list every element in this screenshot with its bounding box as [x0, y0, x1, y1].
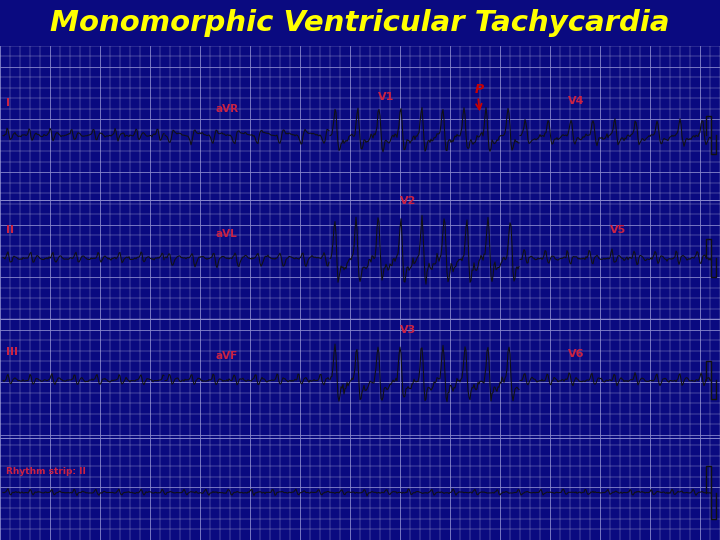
Text: II: II	[6, 225, 14, 235]
Text: V5: V5	[610, 225, 626, 235]
Text: V3: V3	[400, 325, 416, 335]
Text: aVR: aVR	[215, 104, 238, 114]
Text: aVF: aVF	[215, 351, 238, 361]
Text: I: I	[6, 98, 10, 108]
Text: V1: V1	[378, 91, 395, 102]
Text: V2: V2	[400, 195, 416, 206]
Text: III: III	[6, 347, 18, 357]
Text: Monomorphic Ventricular Tachycardia: Monomorphic Ventricular Tachycardia	[50, 9, 670, 37]
Text: Rhythm strip: II: Rhythm strip: II	[6, 467, 86, 476]
Text: aVL: aVL	[215, 230, 237, 239]
Text: V4: V4	[568, 96, 585, 106]
Text: P: P	[475, 83, 484, 96]
Text: V6: V6	[568, 349, 585, 359]
